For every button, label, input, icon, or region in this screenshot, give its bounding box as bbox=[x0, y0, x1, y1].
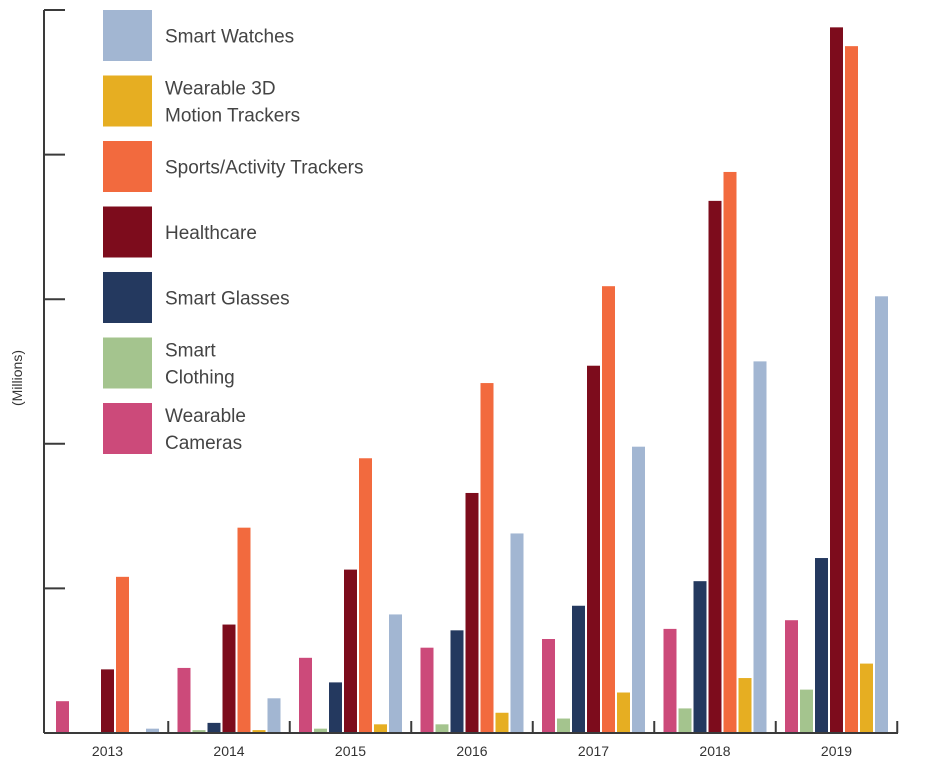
bar-smart-glasses-2019 bbox=[815, 558, 828, 733]
bar-wearable-3d-motion-trackers-2014 bbox=[252, 730, 266, 733]
x-tick-label: 2017 bbox=[578, 743, 609, 759]
bar-wearable-cameras-2016 bbox=[420, 647, 434, 733]
y-axis-label: (Millions) bbox=[9, 350, 25, 406]
legend-swatch bbox=[103, 10, 152, 61]
bar-smart-clothing-2019 bbox=[800, 689, 813, 733]
bar-smart-clothing-2017 bbox=[557, 718, 570, 733]
bar-healthcare-2017 bbox=[587, 365, 600, 733]
bar-smart-watches-2017 bbox=[632, 446, 645, 733]
bar-sports-activity-trackers-2015 bbox=[359, 458, 372, 733]
x-tick-label: 2015 bbox=[335, 743, 366, 759]
legend-swatch bbox=[103, 75, 152, 127]
legend-label: Wearable Cameras bbox=[165, 406, 246, 454]
bar-sports-activity-trackers-2018 bbox=[723, 171, 737, 733]
bar-wearable-cameras-2015 bbox=[299, 657, 312, 733]
legend-swatch bbox=[103, 272, 152, 323]
x-tick-label: 2019 bbox=[821, 743, 852, 759]
axes: 2013 2014 2015 2016 2017 2018 2019 bbox=[43, 9, 899, 759]
bar-healthcare-2016 bbox=[465, 492, 479, 733]
bar-smart-watches-2014 bbox=[267, 698, 281, 733]
bar-healthcare-2019 bbox=[830, 27, 843, 734]
bar-smart-clothing-2018 bbox=[678, 708, 692, 733]
bar-sports-activity-trackers-2019 bbox=[845, 46, 858, 733]
bar-smart-watches-2018 bbox=[753, 361, 767, 733]
bar-wearable-3d-motion-trackers-2018 bbox=[738, 678, 752, 733]
bar-smart-clothing-2014 bbox=[192, 730, 206, 733]
legend-swatch bbox=[103, 403, 152, 454]
bar-smart-glasses-2015 bbox=[329, 682, 342, 733]
bar-smart-watches-2019 bbox=[875, 296, 888, 733]
legend: Smart Watches Wearable 3D Motion Trackers S… bbox=[103, 10, 364, 454]
bar-wearable-cameras-2019 bbox=[785, 620, 798, 733]
bar-smart-glasses-2018 bbox=[693, 581, 707, 733]
legend-label: Smart Watches bbox=[165, 27, 294, 48]
bar-smart-clothing-2016 bbox=[435, 724, 449, 733]
bar-sports-activity-trackers-2014 bbox=[237, 527, 251, 733]
bar-smart-glasses-2017 bbox=[572, 605, 585, 733]
bar-wearable-cameras-2014 bbox=[177, 667, 191, 733]
legend-label: Smart Clothing bbox=[165, 341, 235, 389]
bar-sports-activity-trackers-2013 bbox=[116, 576, 129, 733]
bar-smart-watches-2013 bbox=[146, 728, 159, 733]
bar-healthcare-2018 bbox=[708, 200, 722, 733]
bar-wearable-3d-motion-trackers-2019 bbox=[860, 663, 873, 733]
bar-smart-watches-2016 bbox=[510, 533, 524, 733]
x-tick-label: 2013 bbox=[92, 743, 123, 759]
bars bbox=[56, 27, 888, 734]
legend-swatch bbox=[103, 141, 152, 192]
x-tick-label: 2014 bbox=[213, 743, 244, 759]
bar-healthcare-2014 bbox=[222, 624, 236, 733]
legend-label: Sports/Activity Trackers bbox=[165, 158, 364, 179]
bar-wearable-3d-motion-trackers-2015 bbox=[374, 724, 387, 733]
legend-label: Smart Glasses bbox=[165, 289, 290, 310]
bar-wearable-cameras-2013 bbox=[56, 701, 69, 733]
bar-smart-glasses-2014 bbox=[207, 722, 221, 733]
bar-wearable-3d-motion-trackers-2016 bbox=[495, 712, 509, 733]
bar-healthcare-2013 bbox=[101, 669, 114, 733]
bar-smart-clothing-2015 bbox=[314, 728, 327, 733]
bar-sports-activity-trackers-2016 bbox=[480, 383, 494, 733]
legend-label: Healthcare bbox=[165, 223, 257, 244]
bar-wearable-cameras-2017 bbox=[542, 639, 555, 733]
bar-wearable-3d-motion-trackers-2017 bbox=[617, 692, 630, 733]
bar-smart-watches-2015 bbox=[389, 614, 402, 733]
bar-healthcare-2015 bbox=[344, 569, 357, 733]
x-tick-label: 2018 bbox=[699, 743, 730, 759]
legend-label: Wearable 3D Motion Trackers bbox=[165, 79, 300, 127]
legend-swatch bbox=[103, 337, 152, 389]
legend-swatch bbox=[103, 206, 152, 258]
bar-smart-glasses-2016 bbox=[450, 630, 464, 733]
bar-wearable-cameras-2018 bbox=[663, 628, 677, 733]
x-tick-label: 2016 bbox=[456, 743, 487, 759]
bar-sports-activity-trackers-2017 bbox=[602, 286, 615, 733]
